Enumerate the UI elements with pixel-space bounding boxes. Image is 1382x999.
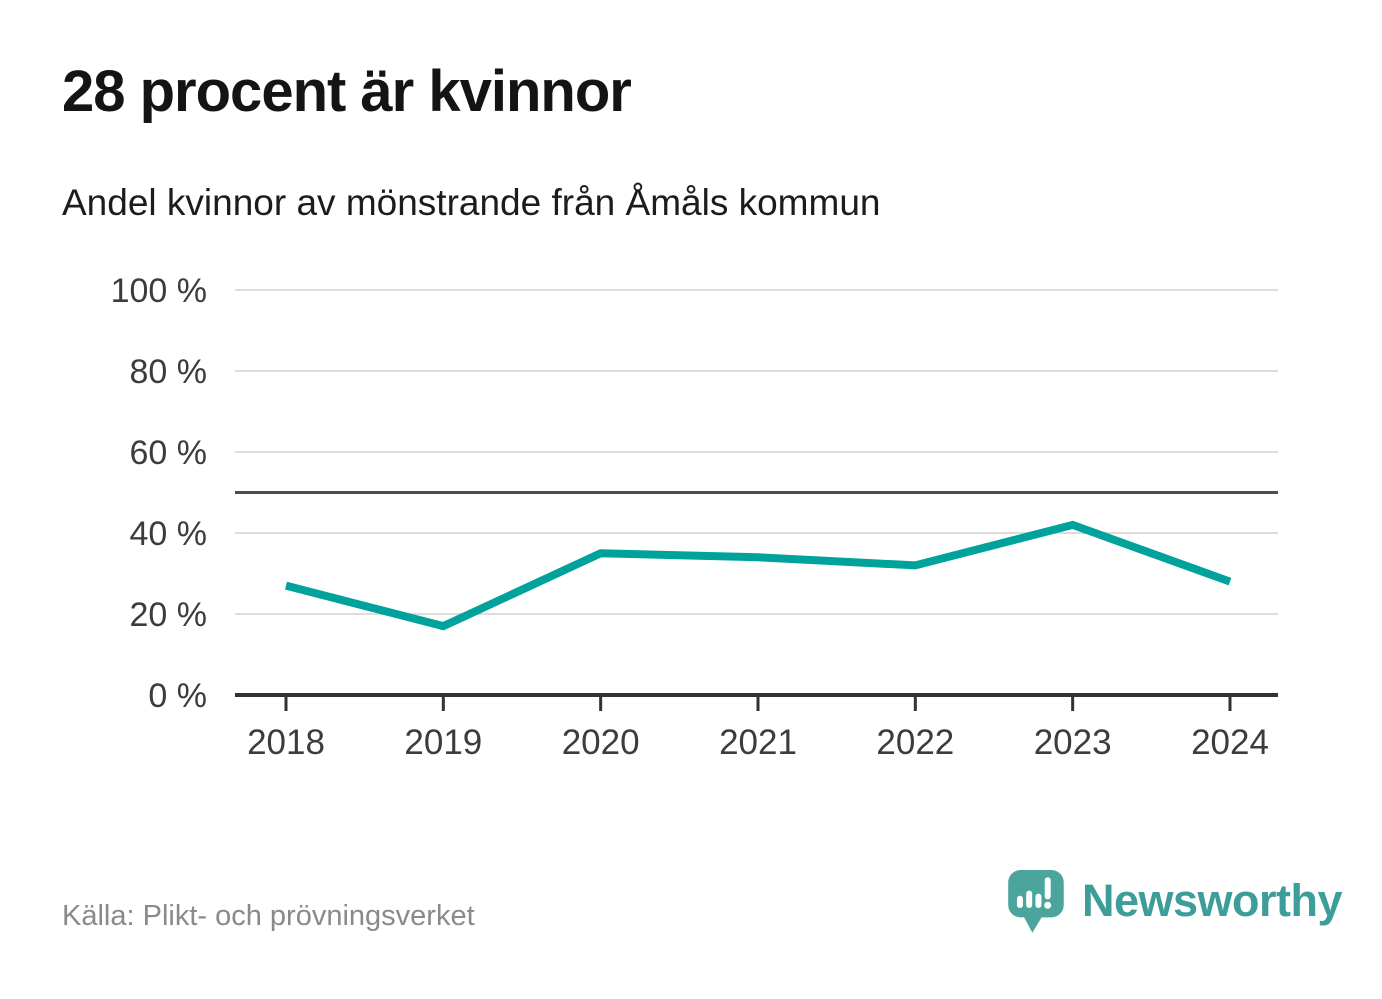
y-tick-label: 80 %: [130, 353, 208, 391]
x-tick-label: 2020: [562, 723, 640, 762]
x-tick-label: 2023: [1034, 723, 1112, 762]
logo-bar-3: [1035, 893, 1042, 909]
y-tick-label: 40 %: [130, 515, 208, 553]
x-tick-label: 2019: [404, 723, 482, 762]
x-tick-label: 2024: [1191, 723, 1269, 762]
newsworthy-logo-icon: [1008, 870, 1064, 933]
newsworthy-logo-text: Newsworthy: [1082, 875, 1343, 926]
data-line: [285, 520, 1232, 631]
source-note: Källa: Plikt- och prövningsverket: [62, 900, 475, 932]
logo-exclamation-bar: [1044, 877, 1051, 900]
x-tick-label: 2022: [876, 723, 954, 762]
x-tick-label: 2018: [247, 723, 325, 762]
chart-subtitle: Andel kvinnor av mönstrande från Åmåls k…: [62, 182, 881, 223]
logo-exclamation-dot: [1044, 901, 1052, 909]
y-tick-label: 20 %: [130, 596, 208, 634]
y-tick-label: 60 %: [130, 434, 208, 472]
y-tick-label: 0 %: [148, 677, 207, 715]
logo-bar-1: [1016, 895, 1023, 909]
x-tick-label: 2021: [719, 723, 797, 762]
logo-bar-2: [1026, 890, 1033, 909]
y-tick-label: 100 %: [111, 272, 207, 310]
chart-title: 28 procent är kvinnor: [62, 59, 632, 124]
newsworthy-logo: Newsworthy: [1008, 870, 1343, 942]
